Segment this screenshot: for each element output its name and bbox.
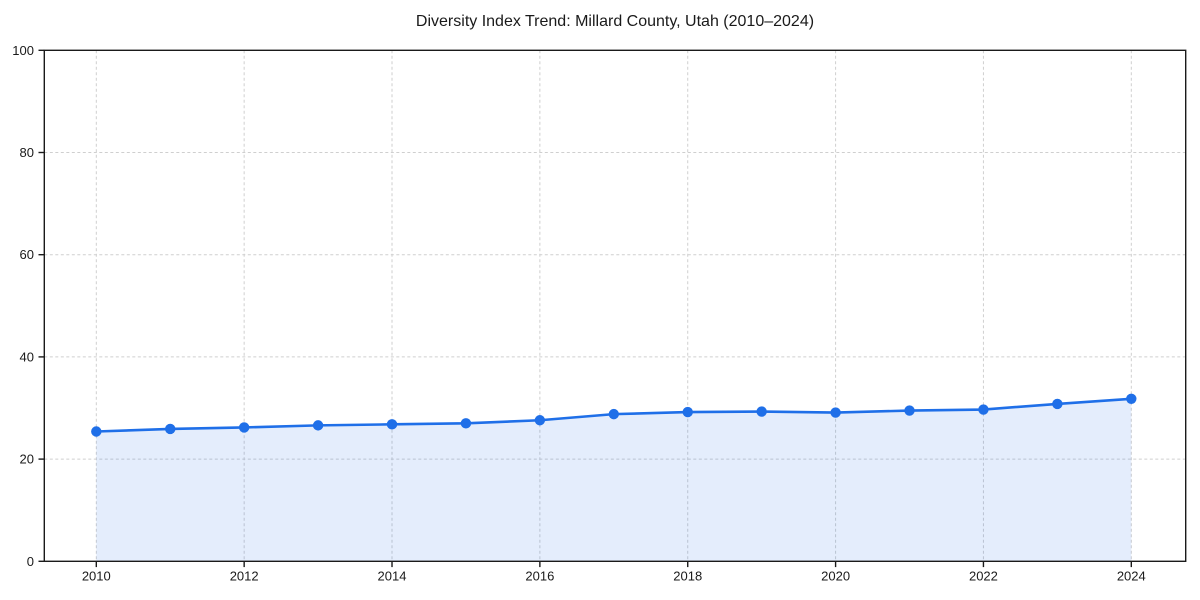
svg-text:2020: 2020 xyxy=(821,569,850,584)
svg-text:2024: 2024 xyxy=(1117,569,1146,584)
svg-text:100: 100 xyxy=(12,43,34,58)
svg-text:2016: 2016 xyxy=(525,569,554,584)
svg-text:2022: 2022 xyxy=(969,569,998,584)
svg-text:2012: 2012 xyxy=(230,569,259,584)
svg-text:60: 60 xyxy=(20,247,34,262)
svg-text:0: 0 xyxy=(27,554,34,569)
svg-text:40: 40 xyxy=(20,349,34,364)
svg-text:20: 20 xyxy=(20,452,34,467)
svg-text:2018: 2018 xyxy=(673,569,702,584)
svg-text:80: 80 xyxy=(20,145,34,160)
svg-text:2014: 2014 xyxy=(378,569,407,584)
svg-text:2010: 2010 xyxy=(82,569,111,584)
